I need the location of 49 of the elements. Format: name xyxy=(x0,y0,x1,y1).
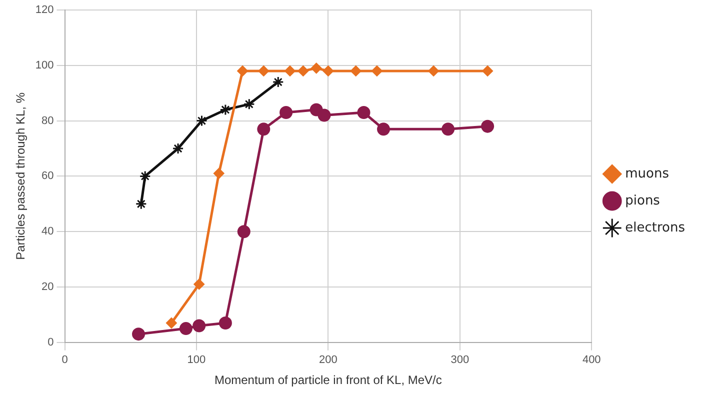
x-tick-label: 200 xyxy=(319,354,338,366)
point xyxy=(318,108,331,122)
point xyxy=(371,65,382,76)
point xyxy=(298,65,309,76)
point xyxy=(322,65,334,76)
x-tick-label: 0 xyxy=(62,354,68,366)
point xyxy=(220,104,232,116)
point xyxy=(257,122,270,136)
point xyxy=(310,62,322,74)
point xyxy=(192,319,206,332)
point xyxy=(166,318,177,329)
point xyxy=(482,65,494,76)
point xyxy=(442,122,455,136)
point xyxy=(258,65,270,76)
y-tick-label: 40 xyxy=(42,226,54,238)
point xyxy=(237,65,248,76)
legend-label: electrons xyxy=(625,220,686,236)
point xyxy=(132,328,146,341)
point xyxy=(357,106,370,119)
x-tick-label: 300 xyxy=(450,354,470,366)
point xyxy=(196,115,208,127)
point xyxy=(139,170,151,182)
legend-label: pions xyxy=(625,193,660,208)
y-tick-label: 120 xyxy=(35,4,54,16)
point xyxy=(243,98,255,110)
x-tick-label: 100 xyxy=(187,354,206,366)
y-tick-label: 20 xyxy=(42,281,54,294)
point xyxy=(218,316,232,330)
point xyxy=(179,322,192,336)
point xyxy=(481,120,494,133)
point xyxy=(284,65,296,76)
point xyxy=(172,142,184,154)
point xyxy=(237,225,250,238)
x-axis-title: Momentum of particle in front of KL, MeV/c xyxy=(214,373,442,388)
y-axis-title: Particles passed through KL, % xyxy=(14,92,28,260)
point xyxy=(213,168,224,179)
y-tick-label: 100 xyxy=(35,59,54,72)
point xyxy=(272,76,284,88)
point xyxy=(428,65,440,76)
y-tick-label: 80 xyxy=(42,114,54,127)
y-tick-label: 0 xyxy=(48,336,54,348)
legend-label: muons xyxy=(625,166,670,182)
y-tick-label: 60 xyxy=(42,170,54,182)
point xyxy=(280,106,293,119)
x-tick-label: 400 xyxy=(582,354,601,366)
point xyxy=(135,198,147,210)
point xyxy=(377,122,390,136)
point xyxy=(194,278,205,290)
point xyxy=(350,65,362,76)
